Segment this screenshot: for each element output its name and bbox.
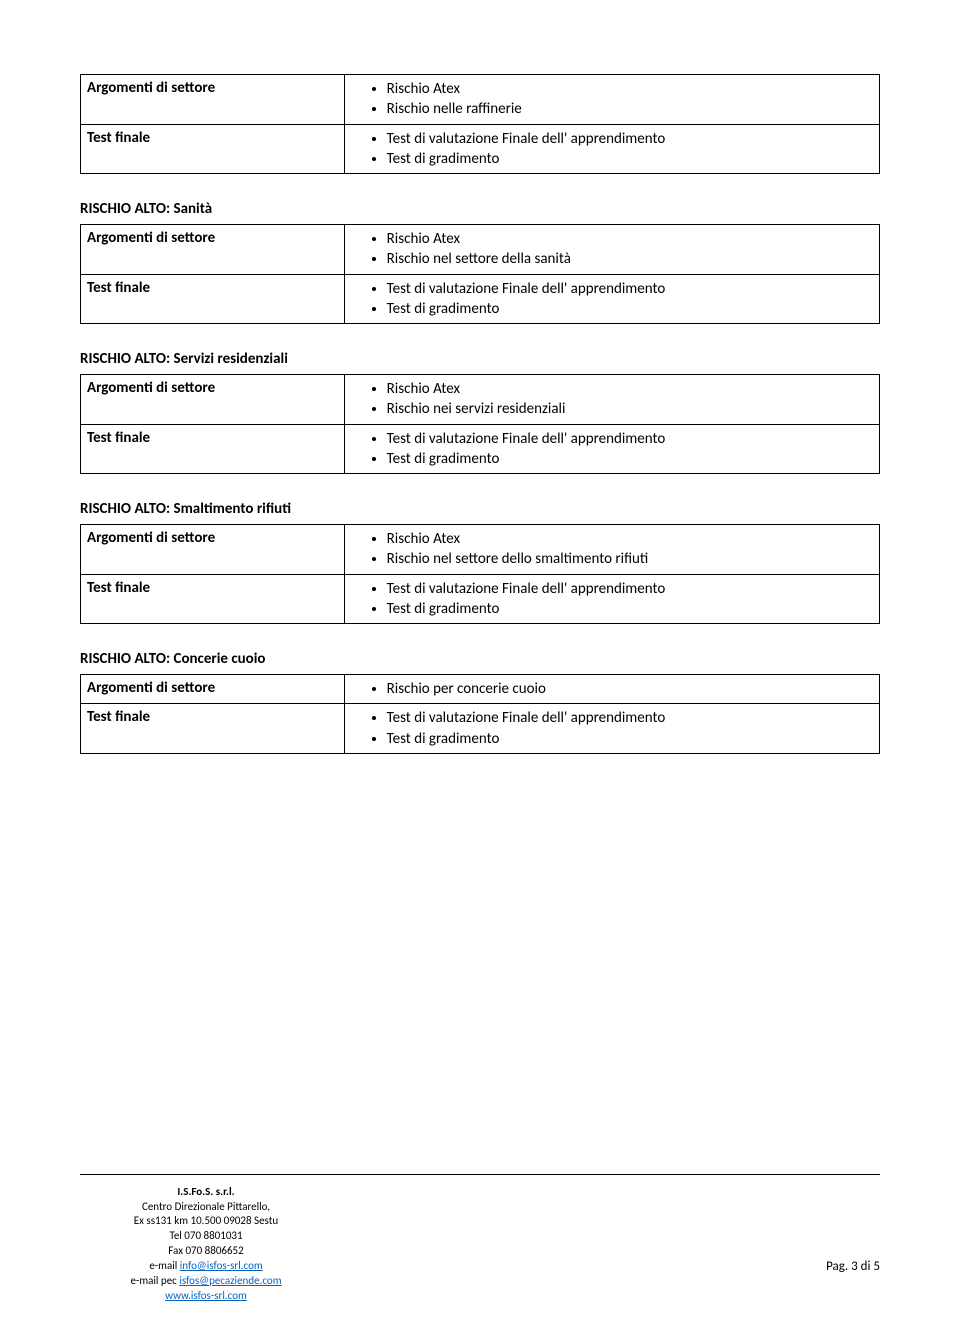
table-row: Test finale Test di valutazione Finale de… — [81, 274, 880, 324]
footer-address1: Centro Direzionale Pittarello, — [116, 1200, 296, 1215]
table-row: Test finale Test di valutazione Finale de… — [81, 574, 880, 624]
row-items: Rischio per concerie cuoio — [344, 675, 879, 704]
section-title: RISCHIO ALTO: Sanità — [80, 200, 880, 218]
footer-fax: Fax 070 8806652 — [116, 1244, 296, 1259]
row-label: Argomenti di settore — [81, 525, 345, 575]
footer-tel: Tel 070 8801031 — [116, 1229, 296, 1244]
bullet-item: Rischio per concerie cuoio — [387, 679, 873, 699]
row-label: Test finale — [81, 274, 345, 324]
bullet-list: Test di valutazione Finale dell' apprend… — [351, 708, 873, 749]
content-table: Argomenti di settoreRischio AtexRischio … — [80, 374, 880, 474]
bullet-item: Test di valutazione Finale dell' apprend… — [387, 429, 873, 449]
table-row: Test finale Test di valutazione Finale de… — [81, 704, 880, 754]
section: Argomenti di settoreRischio AtexRischio … — [80, 74, 880, 174]
bullet-list: Rischio AtexRischio nel settore dello sm… — [351, 529, 873, 570]
footer-web-link[interactable]: www.isfos-srl.com — [165, 1289, 247, 1302]
bullet-item: Rischio Atex — [387, 229, 873, 249]
row-label: Test finale — [81, 124, 345, 174]
bullet-item: Rischio Atex — [387, 379, 873, 399]
section: RISCHIO ALTO: Sanità Argomenti di settore… — [80, 200, 880, 324]
bullet-item: Rischio nel settore della sanità — [387, 249, 873, 269]
table-row: Test finale Test di valutazione Finale de… — [81, 424, 880, 474]
section: RISCHIO ALTO: Concerie cuoio Argomenti di… — [80, 650, 880, 754]
footer-pec: e-mail pec isfos@pecaziende.com — [116, 1274, 296, 1289]
bullet-list: Rischio per concerie cuoio — [351, 679, 873, 699]
bullet-item: Test di valutazione Finale dell' apprend… — [387, 129, 873, 149]
footer-email: e-mail info@isfos-srl.com — [116, 1259, 296, 1274]
table-row: Test finale Test di valutazione Finale de… — [81, 124, 880, 174]
row-items: Test di valutazione Finale dell' apprend… — [344, 274, 879, 324]
row-label: Test finale — [81, 704, 345, 754]
table-row: Argomenti di settoreRischio AtexRischio … — [81, 225, 880, 275]
row-label: Argomenti di settore — [81, 675, 345, 704]
footer-email-link[interactable]: info@isfos-srl.com — [180, 1259, 263, 1272]
table-row: Argomenti di settoreRischio AtexRischio … — [81, 525, 880, 575]
row-label: Argomenti di settore — [81, 75, 345, 125]
bullet-item: Rischio nelle raffinerie — [387, 99, 873, 119]
content-table: Argomenti di settoreRischio AtexRischio … — [80, 524, 880, 624]
bullet-item: Rischio nel settore dello smaltimento ri… — [387, 549, 873, 569]
bullet-item: Test di gradimento — [387, 729, 873, 749]
bullet-list: Test di valutazione Finale dell' apprend… — [351, 279, 873, 320]
row-items: Rischio AtexRischio nel settore della sa… — [344, 225, 879, 275]
footer-page-number: Pag. 3 di 5 — [826, 1259, 880, 1304]
table-row: Argomenti di settoreRischio AtexRischio … — [81, 75, 880, 125]
row-items: Test di valutazione Finale dell' apprend… — [344, 574, 879, 624]
row-label: Argomenti di settore — [81, 375, 345, 425]
section: RISCHIO ALTO: Servizi residenziali Argome… — [80, 350, 880, 474]
content-table: Argomenti di settoreRischio AtexRischio … — [80, 224, 880, 324]
bullet-item: Test di gradimento — [387, 449, 873, 469]
bullet-item: Rischio nei servizi residenziali — [387, 399, 873, 419]
row-items: Test di valutazione Finale dell' apprend… — [344, 424, 879, 474]
footer-left-block: I.S.Fo.S. s.r.l. Centro Direzionale Pitt… — [116, 1185, 296, 1304]
content-table: Argomenti di settoreRischio AtexRischio … — [80, 74, 880, 174]
section: RISCHIO ALTO: Smaltimento rifiuti Argomen… — [80, 500, 880, 624]
bullet-item: Test di valutazione Finale dell' apprend… — [387, 708, 873, 728]
bullet-list: Rischio AtexRischio nel settore della sa… — [351, 229, 873, 270]
row-label: Test finale — [81, 424, 345, 474]
bullet-item: Test di gradimento — [387, 149, 873, 169]
row-items: Test di valutazione Finale dell' apprend… — [344, 704, 879, 754]
bullet-list: Rischio AtexRischio nelle raffinerie — [351, 79, 873, 120]
bullet-item: Test di valutazione Finale dell' apprend… — [387, 279, 873, 299]
content-table: Argomenti di settore Rischio per concerie… — [80, 674, 880, 754]
table-row: Argomenti di settoreRischio AtexRischio … — [81, 375, 880, 425]
footer-address2: Ex ss131 km 10.500 09028 Sestu — [116, 1214, 296, 1229]
bullet-list: Rischio AtexRischio nei servizi residenz… — [351, 379, 873, 420]
footer-company: I.S.Fo.S. s.r.l. — [116, 1185, 296, 1200]
bullet-item: Rischio Atex — [387, 529, 873, 549]
footer-pec-link[interactable]: isfos@pecaziende.com — [179, 1274, 281, 1287]
bullet-list: Test di valutazione Finale dell' apprend… — [351, 129, 873, 170]
row-items: Rischio AtexRischio nelle raffinerie — [344, 75, 879, 125]
bullet-list: Test di valutazione Finale dell' apprend… — [351, 579, 873, 620]
row-items: Test di valutazione Finale dell' apprend… — [344, 124, 879, 174]
row-label: Test finale — [81, 574, 345, 624]
bullet-item: Test di gradimento — [387, 599, 873, 619]
section-title: RISCHIO ALTO: Smaltimento rifiuti — [80, 500, 880, 518]
bullet-item: Test di gradimento — [387, 299, 873, 319]
bullet-item: Test di valutazione Finale dell' apprend… — [387, 579, 873, 599]
row-label: Argomenti di settore — [81, 225, 345, 275]
footer-divider — [80, 1174, 880, 1175]
table-row: Argomenti di settore Rischio per concerie… — [81, 675, 880, 704]
bullet-item: Rischio Atex — [387, 79, 873, 99]
bullet-list: Test di valutazione Finale dell' apprend… — [351, 429, 873, 470]
row-items: Rischio AtexRischio nei servizi residenz… — [344, 375, 879, 425]
row-items: Rischio AtexRischio nel settore dello sm… — [344, 525, 879, 575]
section-title: RISCHIO ALTO: Servizi residenziali — [80, 350, 880, 368]
section-title: RISCHIO ALTO: Concerie cuoio — [80, 650, 880, 668]
